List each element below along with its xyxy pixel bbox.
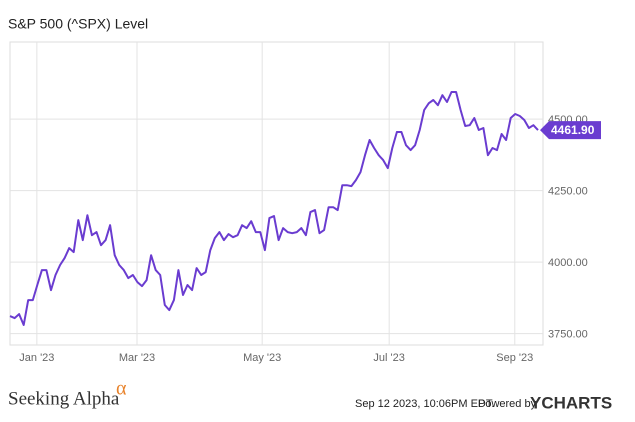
x-tick-label: Jan '23 — [19, 352, 54, 364]
x-tick-label: Mar '23 — [119, 352, 155, 364]
brand-symbol: α — [116, 378, 127, 400]
brand: Seeking Alpha — [8, 388, 120, 409]
y-tick-label: 4250.00 — [548, 186, 588, 198]
last-value-tag — [540, 121, 601, 140]
x-tick-label: May '23 — [243, 352, 281, 364]
provider: YCHARTS — [530, 393, 612, 412]
timestamp: Sep 12 2023, 10:06PM EDT. — [355, 398, 494, 410]
x-tick-label: Sep '23 — [496, 352, 533, 364]
y-tick-label: 4000.00 — [548, 257, 588, 269]
x-tick-label: Jul '23 — [373, 352, 404, 364]
last-value-label: 4461.90 — [551, 123, 595, 137]
chart-title: S&P 500 (^SPX) Level — [8, 16, 148, 32]
price-line — [9, 91, 539, 326]
powered-by: Powered by — [478, 398, 537, 410]
plot-frame — [9, 41, 544, 346]
y-tick-label: 3750.00 — [548, 328, 588, 340]
